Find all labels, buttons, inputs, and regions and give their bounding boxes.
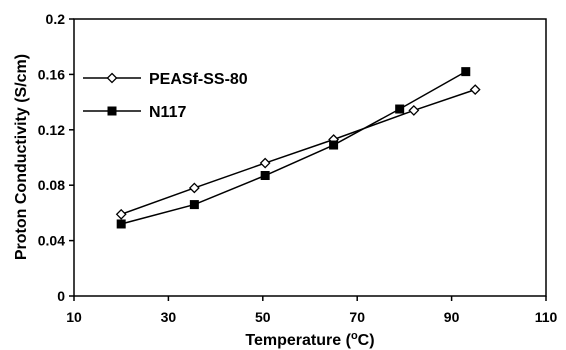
- legend: PEASf-SS-80 N117: [83, 71, 248, 121]
- data-point: [260, 171, 270, 181]
- y-tick-label: 0: [57, 288, 65, 304]
- x-tick-label: 90: [444, 309, 460, 325]
- y-tick-label: 0.2: [46, 11, 66, 27]
- legend-marker: [107, 106, 117, 116]
- data-point: [189, 200, 199, 210]
- series-line: [121, 70, 467, 225]
- series-1: [116, 67, 471, 229]
- x-axis-title: Temperature (oC): [245, 330, 374, 349]
- x-tick-label: 110: [535, 309, 558, 325]
- data-point: [188, 182, 200, 194]
- legend-marker: [106, 72, 118, 84]
- data-point: [115, 208, 127, 220]
- data-point: [116, 219, 126, 229]
- legend-label: N117: [149, 104, 186, 121]
- y-axis-title: Proton Conductivity (S/cm): [13, 54, 30, 260]
- y-axis: 0 0.04 0.08 0.12 0.16 0.2: [38, 11, 74, 304]
- plot-frame: [73, 18, 547, 297]
- data-point: [408, 104, 420, 116]
- y-tick-label: 0.12: [38, 122, 65, 138]
- x-axis: 10 30 50 70 90 110: [66, 296, 558, 325]
- series-0: [115, 84, 481, 220]
- data-point: [461, 67, 471, 77]
- legend-item: PEASf-SS-80: [83, 71, 248, 88]
- y-tick-label: 0.16: [38, 66, 65, 82]
- data-point: [469, 84, 481, 96]
- data-point: [259, 157, 271, 169]
- x-tick-label: 30: [161, 309, 177, 325]
- series-line: [120, 88, 476, 215]
- x-tick-label: 10: [66, 309, 82, 325]
- y-tick-label: 0.04: [38, 233, 65, 249]
- data-point: [329, 140, 339, 150]
- series-layer: [115, 67, 481, 229]
- legend-item: N117: [83, 104, 186, 121]
- x-tick-label: 70: [349, 309, 365, 325]
- x-tick-label: 50: [255, 309, 271, 325]
- data-point: [395, 104, 405, 114]
- plot-area: [73, 18, 547, 297]
- y-tick-label: 0.08: [38, 177, 65, 193]
- legend-label: PEASf-SS-80: [149, 71, 248, 88]
